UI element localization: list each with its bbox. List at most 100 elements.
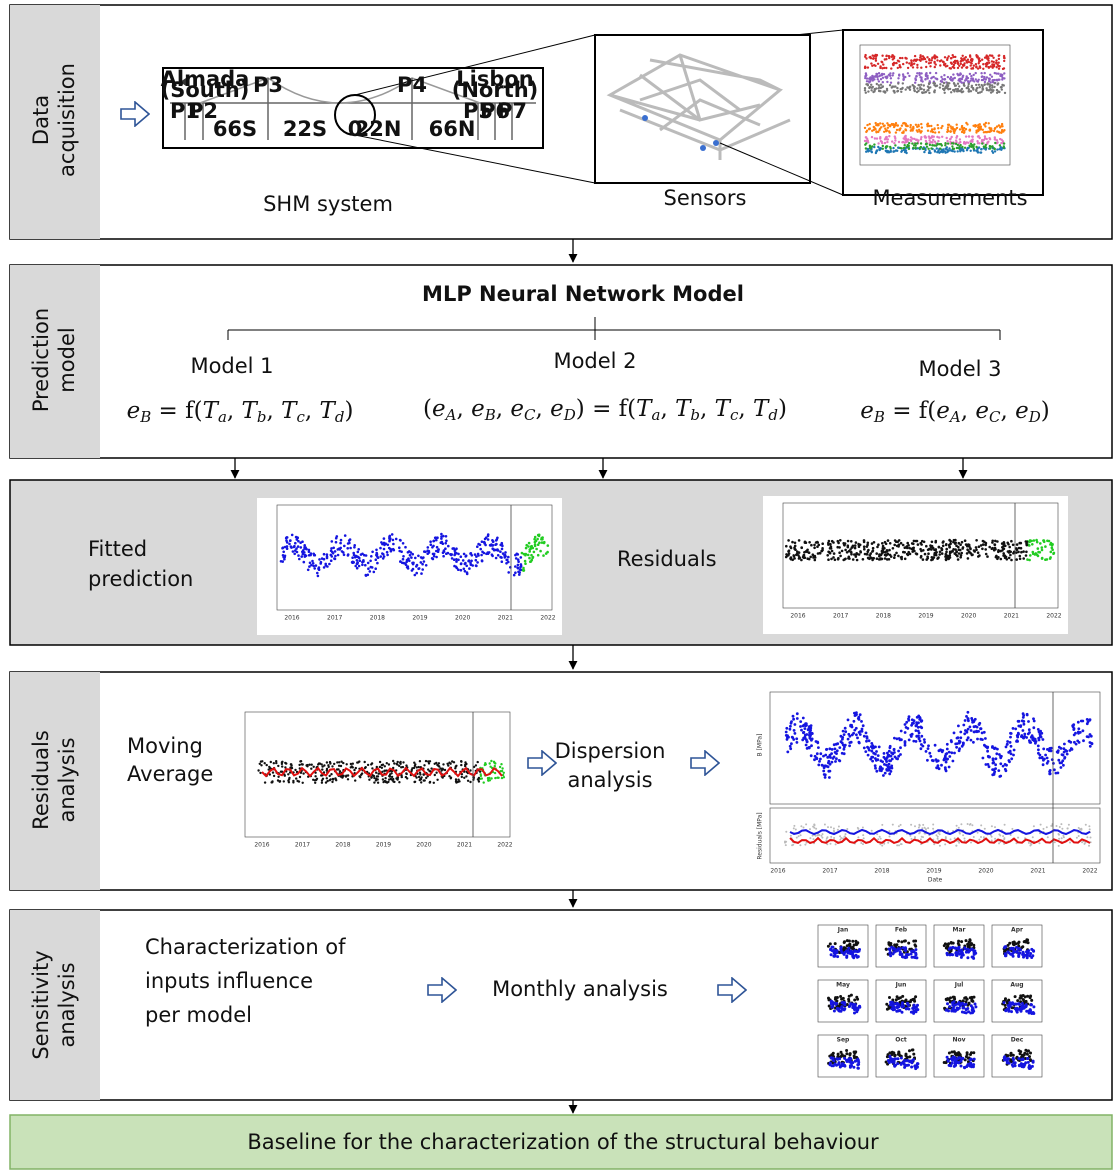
dot [1010, 745, 1013, 748]
dot [888, 55, 890, 57]
dot [918, 827, 920, 829]
dot [873, 55, 875, 57]
dot [864, 553, 867, 556]
dot [888, 151, 890, 153]
dot [429, 540, 432, 543]
dot [816, 757, 819, 760]
dot [1037, 745, 1040, 748]
dot [909, 835, 911, 837]
dot [469, 781, 471, 783]
dot [852, 1004, 855, 1007]
dot [927, 552, 930, 555]
dot [918, 737, 921, 740]
dot [436, 536, 439, 539]
formula-text: ) [344, 398, 353, 424]
dot [332, 547, 335, 550]
dot [490, 760, 492, 762]
dot [331, 540, 334, 543]
dot [285, 539, 288, 542]
dot [272, 771, 274, 773]
dot [547, 544, 550, 547]
dot [893, 1008, 896, 1011]
dot [880, 838, 882, 840]
dot [813, 758, 816, 761]
dot [889, 84, 891, 86]
dot [838, 760, 841, 763]
dot [919, 147, 921, 149]
dot [793, 548, 796, 551]
dot [368, 779, 370, 781]
dot [961, 82, 963, 84]
dot [383, 537, 386, 540]
dot [913, 540, 916, 543]
dot [886, 88, 888, 90]
dot [932, 828, 934, 830]
dot [860, 720, 863, 723]
dot [858, 718, 861, 721]
dot [517, 560, 520, 563]
dot [1046, 757, 1049, 760]
dot [856, 1067, 859, 1070]
dot [952, 66, 954, 68]
dot [839, 539, 842, 542]
dot [1068, 740, 1071, 743]
dot [1015, 740, 1018, 743]
dot [925, 66, 927, 68]
dot [962, 55, 964, 57]
dot [1019, 997, 1022, 1000]
dot [833, 1010, 836, 1013]
dot [445, 540, 448, 543]
dot [1010, 757, 1013, 760]
dot [879, 558, 882, 561]
dot [400, 766, 402, 768]
dot [889, 75, 891, 77]
dot [921, 126, 923, 128]
dot [1016, 548, 1019, 551]
dot [371, 767, 373, 769]
dot [950, 57, 952, 59]
dot [935, 554, 938, 557]
dot [977, 92, 979, 94]
dot [440, 533, 443, 536]
dot [1018, 547, 1021, 550]
dot [939, 83, 941, 85]
dot [785, 731, 788, 734]
dot [1031, 954, 1034, 957]
dot [938, 131, 940, 133]
dot [930, 125, 932, 127]
dot [297, 545, 300, 548]
dot [877, 146, 879, 148]
dot [1012, 727, 1015, 730]
dot [985, 65, 987, 67]
dot [386, 551, 389, 554]
dot [907, 67, 909, 69]
dot [913, 1000, 916, 1003]
dot [980, 91, 982, 93]
dot [936, 147, 938, 149]
dot [494, 762, 496, 764]
dot [514, 565, 517, 568]
dot [1002, 130, 1004, 132]
dot [856, 559, 859, 562]
dot [811, 732, 814, 735]
dot [838, 746, 841, 749]
dot [964, 539, 967, 542]
dot [904, 136, 906, 138]
dot [906, 61, 908, 63]
dot [954, 947, 957, 950]
dot [821, 542, 824, 545]
dot [854, 553, 857, 556]
dot [935, 145, 937, 147]
dot [849, 1061, 852, 1064]
dot [1008, 759, 1011, 762]
dot [932, 139, 934, 141]
dot [894, 1054, 897, 1057]
dot [948, 1052, 951, 1055]
dot [979, 151, 981, 153]
dot [927, 77, 929, 79]
dot [854, 714, 857, 717]
dot [983, 77, 985, 79]
dot [802, 731, 805, 734]
dot [895, 62, 897, 64]
dot [487, 780, 489, 782]
